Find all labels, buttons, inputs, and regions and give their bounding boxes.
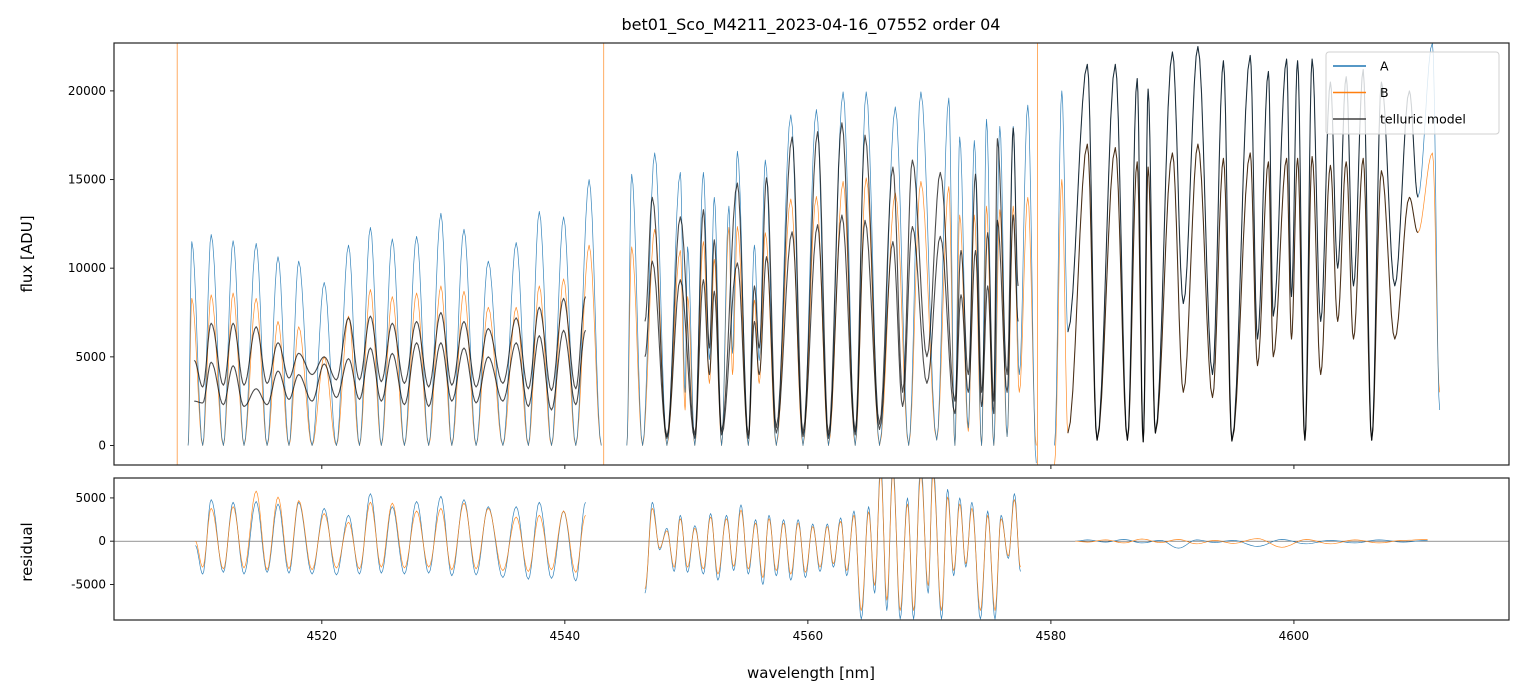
series-A-line	[195, 493, 586, 582]
y-tick-label: 5000	[75, 491, 106, 505]
series-B-line	[1054, 143, 1441, 465]
y-tick-label: 20000	[68, 84, 106, 98]
legend-label: B	[1380, 85, 1389, 100]
flux-axes-frame	[113, 42, 1510, 466]
series-telluric-model-line	[193, 296, 587, 392]
x-tick-label: 4560	[793, 629, 824, 643]
y-axis-label-residual: residual	[18, 522, 36, 581]
chart-title: bet01_Sco_M4211_2023-04-16_07552 order 0…	[622, 15, 1001, 35]
flux-plot-area	[176, 43, 1441, 465]
y-tick-label: 5000	[75, 350, 106, 364]
x-tick-label: 4520	[307, 629, 338, 643]
y-tick-label: 0	[98, 534, 106, 548]
series-B-line	[644, 478, 1021, 611]
series-telluric-model-line	[194, 329, 587, 411]
residual-panel: 4520 4540 4560 4580 4600 -5000 0 5000	[71, 477, 1510, 643]
series-A-line	[187, 179, 602, 446]
legend-label: A	[1380, 59, 1389, 74]
series-telluric-model-line	[644, 214, 1019, 439]
legend-label: telluric model	[1380, 112, 1466, 127]
legend-box	[1325, 51, 1500, 135]
x-tick-label: 4600	[1279, 629, 1310, 643]
y-tick-label: -5000	[71, 578, 106, 592]
x-axis-label: wavelength [nm]	[747, 664, 875, 682]
y-tick-label: 10000	[68, 261, 106, 275]
y-tick-label: 15000	[68, 173, 106, 187]
series-A-line	[1075, 539, 1428, 549]
series-telluric-model-line	[1067, 143, 1419, 443]
x-tick-label: 4540	[550, 629, 581, 643]
residual-axes-frame	[113, 477, 1510, 621]
series-A-line	[644, 478, 1021, 620]
flux-panel: 0 5000 10000 15000 20000	[68, 42, 1510, 469]
y-tick-label: 0	[98, 438, 106, 452]
x-tick-label: 4580	[1036, 629, 1067, 643]
series-B-line	[195, 490, 586, 573]
residual-plot-area	[114, 478, 1509, 620]
series-telluric-model-line	[644, 122, 1019, 438]
series-B-line	[1075, 538, 1428, 548]
y-axis-label-flux: flux [ADU]	[18, 215, 36, 292]
